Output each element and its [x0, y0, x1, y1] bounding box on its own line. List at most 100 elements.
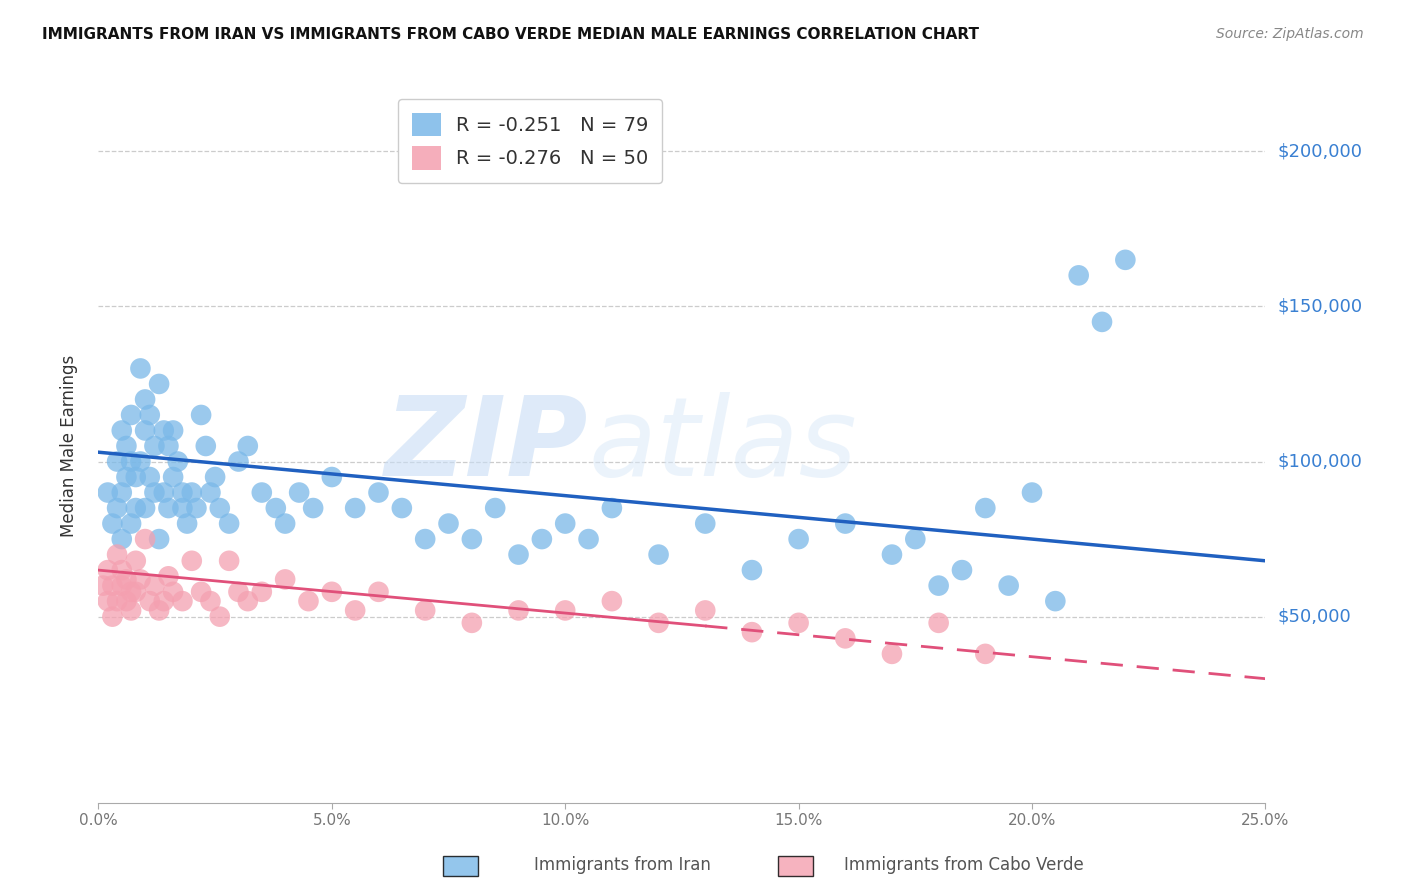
Point [120, 584, 142, 599]
Point [190, 584, 212, 599]
Point [321, 470, 343, 484]
Point [139, 408, 162, 422]
Point [162, 424, 184, 438]
Point [218, 554, 240, 568]
Point [143, 485, 166, 500]
Point [111, 579, 134, 593]
Point [1091, 315, 1114, 329]
Point [834, 632, 856, 646]
Point [578, 532, 600, 546]
Point [148, 376, 170, 391]
Text: $200,000: $200,000 [1277, 142, 1362, 161]
Text: ZIP: ZIP [385, 392, 589, 500]
Point [600, 594, 623, 608]
Point [172, 485, 194, 500]
Point [120, 454, 142, 468]
Point [176, 516, 198, 531]
Point [741, 625, 763, 640]
Point [180, 554, 202, 568]
Point [97, 485, 120, 500]
Point [880, 647, 903, 661]
Point [288, 485, 311, 500]
Text: Immigrants from Iran: Immigrants from Iran [534, 856, 711, 874]
Point [218, 516, 240, 531]
Point [974, 647, 997, 661]
Point [530, 532, 553, 546]
Point [367, 584, 389, 599]
Point [974, 501, 997, 516]
Point [204, 470, 226, 484]
Point [143, 579, 166, 593]
Point [152, 424, 174, 438]
Point [208, 501, 231, 516]
Point [484, 501, 506, 516]
Point [264, 501, 287, 516]
Point [647, 615, 669, 630]
Point [134, 392, 156, 407]
Point [180, 485, 202, 500]
Point [950, 563, 973, 577]
Point [115, 470, 138, 484]
Point [101, 609, 124, 624]
Point [115, 439, 138, 453]
Point [162, 584, 184, 599]
Point [695, 603, 717, 617]
Point [787, 615, 810, 630]
Point [200, 485, 222, 500]
Point [200, 594, 222, 608]
Point [437, 516, 460, 531]
Point [834, 516, 856, 531]
Point [274, 573, 297, 587]
Point [208, 609, 231, 624]
Point [157, 569, 180, 583]
Y-axis label: Median Male Earnings: Median Male Earnings [59, 355, 77, 537]
Point [139, 470, 162, 484]
Point [228, 454, 250, 468]
Point [111, 424, 134, 438]
Point [190, 408, 212, 422]
Text: IMMIGRANTS FROM IRAN VS IMMIGRANTS FROM CABO VERDE MEDIAN MALE EARNINGS CORRELAT: IMMIGRANTS FROM IRAN VS IMMIGRANTS FROM … [42, 27, 979, 42]
Point [111, 532, 134, 546]
Text: $50,000: $50,000 [1277, 607, 1351, 625]
Point [125, 470, 148, 484]
Point [152, 594, 174, 608]
Point [880, 548, 903, 562]
Point [105, 501, 128, 516]
Point [162, 470, 184, 484]
Point [274, 516, 297, 531]
Point [157, 439, 180, 453]
Point [367, 485, 389, 500]
Point [125, 501, 148, 516]
Point [1021, 485, 1043, 500]
Point [115, 573, 138, 587]
Point [695, 516, 717, 531]
Point [194, 439, 217, 453]
Point [105, 594, 128, 608]
Point [928, 615, 950, 630]
Point [250, 584, 273, 599]
Point [391, 501, 413, 516]
Point [344, 603, 367, 617]
Point [120, 516, 142, 531]
Point [111, 485, 134, 500]
Text: Immigrants from Cabo Verde: Immigrants from Cabo Verde [844, 856, 1084, 874]
Point [101, 516, 124, 531]
Point [321, 584, 343, 599]
Point [997, 579, 1019, 593]
Point [228, 584, 250, 599]
Point [172, 594, 194, 608]
Legend: R = -0.251   N = 79, R = -0.276   N = 50: R = -0.251 N = 79, R = -0.276 N = 50 [398, 99, 662, 184]
Point [105, 454, 128, 468]
Point [148, 532, 170, 546]
Point [461, 615, 484, 630]
Point [172, 501, 194, 516]
Point [115, 594, 138, 608]
Point [413, 532, 436, 546]
Point [157, 501, 180, 516]
Point [1067, 268, 1090, 283]
Point [1045, 594, 1067, 608]
Point [125, 554, 148, 568]
Point [928, 579, 950, 593]
Point [120, 603, 142, 617]
Point [508, 548, 530, 562]
